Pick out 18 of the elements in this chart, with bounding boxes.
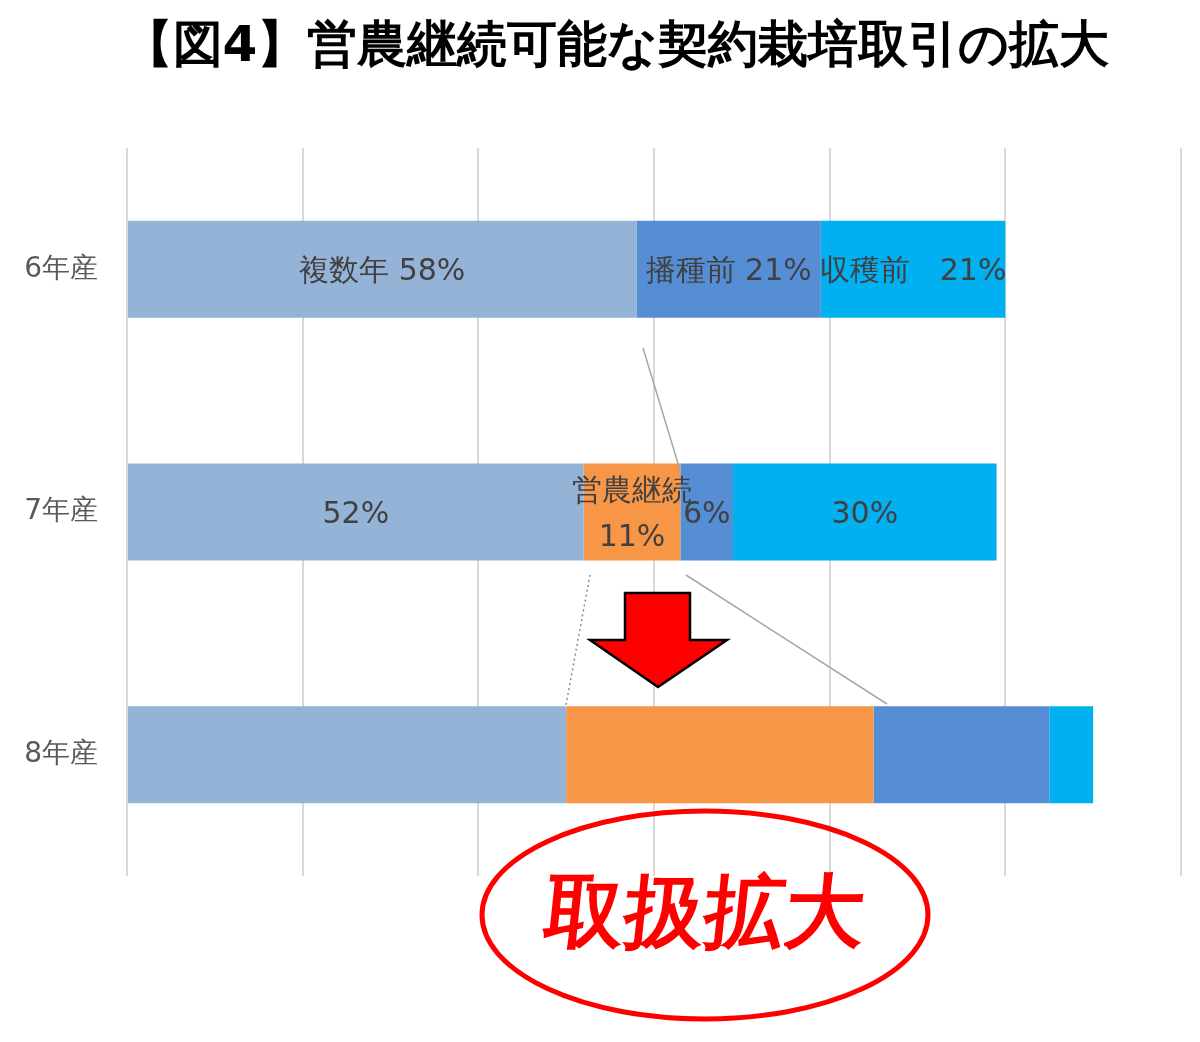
y-tick-label: 7年産	[24, 493, 98, 527]
data-label: 播種前 21%	[645, 252, 812, 288]
bar	[1049, 706, 1094, 804]
bar	[636, 220, 821, 318]
bar	[873, 706, 1050, 804]
bar	[566, 706, 874, 804]
data-label: 複数年 58%	[299, 252, 466, 288]
chart-title: 【図4】営農継続可能な契約栽培取引の拡大	[121, 14, 1111, 75]
y-tick-label: 6年産	[24, 250, 98, 284]
bar	[128, 220, 637, 318]
bar	[733, 463, 997, 561]
bar	[820, 220, 1006, 318]
data-label: 52%	[322, 494, 390, 530]
annotation: 取扱拡大	[539, 864, 871, 960]
y-tick-label: 8年産	[24, 735, 98, 769]
data-label: 収穫前 21%	[819, 252, 1007, 288]
data-label: 30%	[831, 494, 899, 530]
bar	[128, 706, 567, 804]
